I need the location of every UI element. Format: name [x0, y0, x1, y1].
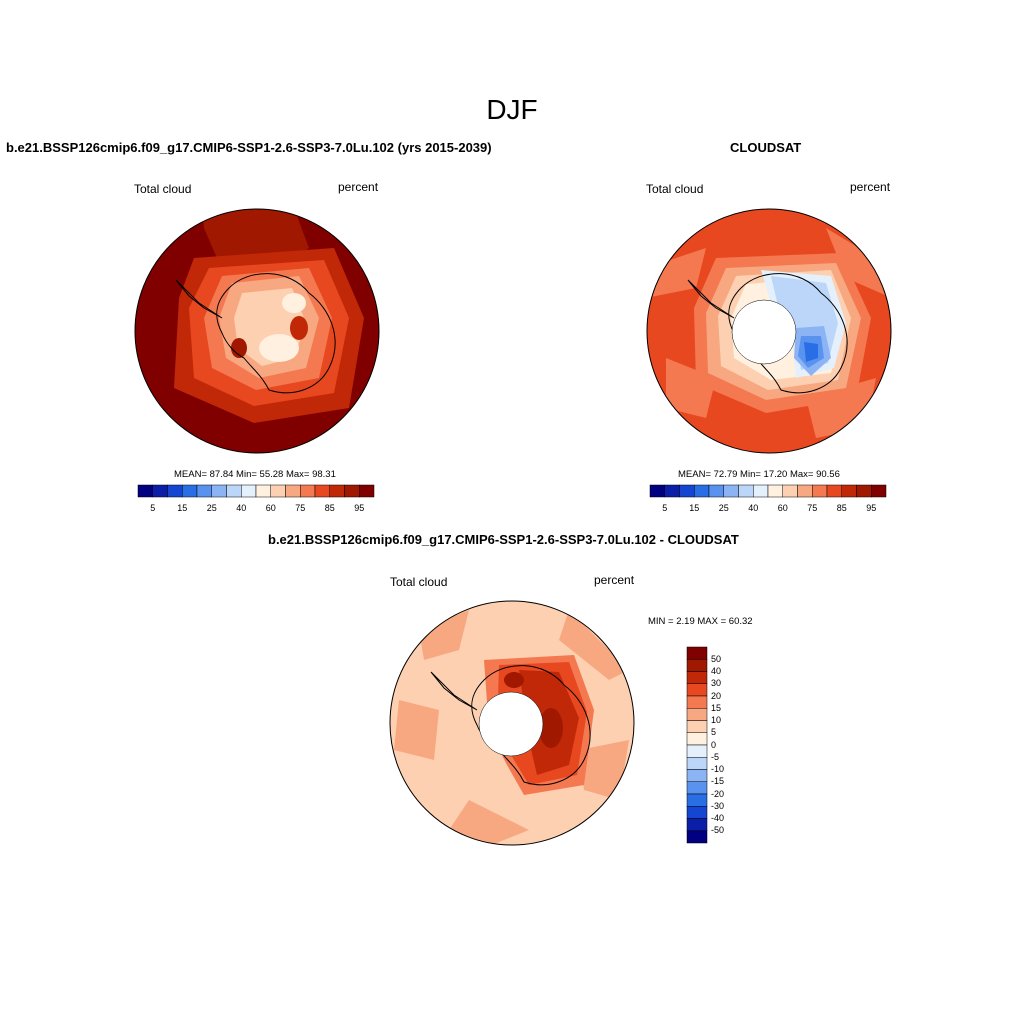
- panel2-tick: 15: [689, 503, 700, 513]
- panel3-units-label: percent: [594, 573, 635, 587]
- panel2-tick: 95: [866, 503, 877, 513]
- colorbar-swatch: [152, 484, 168, 498]
- colorbar-swatch: [686, 708, 708, 721]
- panel3-variable-label: Total cloud: [390, 575, 448, 589]
- panel1-tick: 40: [236, 503, 247, 513]
- panel1-stats: MEAN= 87.84 Min= 55.28 Max= 98.31: [174, 469, 336, 480]
- panel1-variable-label: Total cloud: [134, 182, 192, 196]
- panel1-tick: 5: [150, 503, 156, 513]
- colorbar-swatch: [871, 484, 887, 498]
- colorbar-swatch: [708, 484, 724, 498]
- panel2-tick: 60: [777, 503, 788, 513]
- panel3-colorbar-labels: 50 40 30 20 15 10 5 0 -5 -10 -15 -20 -30…: [711, 647, 751, 843]
- panel3-tick: 20: [711, 690, 722, 701]
- colorbar-swatch: [856, 484, 872, 498]
- colorbar-swatch: [686, 646, 708, 660]
- colorbar-swatch: [686, 695, 708, 709]
- panel1-tick: 95: [354, 503, 365, 513]
- panel1-title: b.e21.BSSP126cmip6.f09_g17.CMIP6-SSP1-2.…: [6, 140, 492, 155]
- colorbar-swatch: [255, 484, 271, 498]
- colorbar-swatch: [686, 781, 708, 795]
- panel2-tick: 85: [836, 503, 847, 513]
- panel1-tick: 15: [177, 503, 188, 513]
- colorbar-swatch: [812, 484, 828, 498]
- panel1-units-label: percent: [338, 180, 379, 194]
- colorbar-swatch: [686, 830, 708, 844]
- colorbar-swatch: [686, 769, 708, 782]
- colorbar-swatch: [694, 484, 710, 498]
- season-title: DJF: [486, 94, 538, 125]
- panel3-tick: -20: [711, 788, 725, 799]
- colorbar-swatch: [314, 484, 330, 498]
- colorbar-swatch: [686, 757, 708, 770]
- colorbar-swatch: [686, 806, 708, 819]
- panel3-tick: -5: [711, 751, 720, 762]
- panel3-tick: -40: [711, 813, 725, 823]
- panel2-tick: 75: [807, 503, 818, 513]
- colorbar-swatch: [664, 484, 680, 498]
- panel2-variable-label: Total cloud: [646, 182, 704, 196]
- panel3-tick: -50: [711, 825, 725, 836]
- panel2-colorbar: [649, 484, 887, 498]
- panel3-title: b.e21.BSSP126cmip6.f09_g17.CMIP6-SSP1-2.…: [268, 532, 739, 547]
- panel2-tick: 25: [718, 503, 729, 513]
- panel1-tick: 25: [206, 503, 217, 513]
- colorbar-swatch: [738, 484, 754, 498]
- panel3-tick: 15: [711, 702, 722, 713]
- panel2-tick: 40: [748, 503, 759, 513]
- panel3-tick: 30: [711, 678, 722, 689]
- colorbar-swatch: [359, 484, 375, 498]
- panel3-tick: 50: [711, 653, 722, 664]
- colorbar-swatch: [686, 683, 708, 697]
- colorbar-swatch: [211, 484, 227, 498]
- panel2-title: CLOUDSAT: [730, 140, 802, 155]
- colorbar-swatch: [686, 818, 708, 831]
- panel1-colorbar: [137, 484, 375, 498]
- colorbar-swatch: [241, 484, 257, 498]
- panel2-units-label: percent: [850, 180, 891, 194]
- colorbar-swatch: [686, 720, 708, 733]
- panel2-polar-map: [646, 208, 892, 454]
- colorbar-swatch: [649, 484, 665, 498]
- panel1-tick: 60: [265, 503, 276, 513]
- panel3-stats: MIN = 2.19 MAX = 60.32: [648, 616, 753, 627]
- colorbar-swatch: [723, 484, 739, 498]
- colorbar-swatch: [344, 484, 360, 498]
- panel3-tick: 10: [711, 715, 722, 725]
- colorbar-swatch: [137, 484, 153, 498]
- panel3-tick: 40: [711, 666, 722, 676]
- panel3-tick: 5: [711, 727, 717, 738]
- colorbar-swatch: [300, 484, 316, 498]
- colorbar-swatch: [686, 659, 708, 672]
- colorbar-swatch: [196, 484, 212, 498]
- colorbar-swatch: [270, 484, 286, 498]
- colorbar-swatch: [782, 484, 798, 498]
- colorbar-swatch: [686, 671, 708, 684]
- colorbar-swatch: [841, 484, 857, 498]
- panel1-tick: 75: [295, 503, 306, 513]
- panel3-tick: 0: [711, 739, 717, 750]
- colorbar-swatch: [686, 732, 708, 746]
- panel2-stats: MEAN= 72.79 Min= 17.20 Max= 90.56: [678, 469, 840, 480]
- colorbar-swatch: [826, 484, 842, 498]
- colorbar-swatch: [329, 484, 345, 498]
- colorbar-swatch: [767, 484, 783, 498]
- panel3-tick: -30: [711, 800, 725, 811]
- colorbar-swatch: [686, 793, 708, 807]
- colorbar-swatch: [226, 484, 242, 498]
- panel3-polar-map: [389, 600, 635, 846]
- colorbar-swatch: [686, 744, 708, 758]
- colorbar-swatch: [679, 484, 695, 498]
- panel3-tick: -15: [711, 776, 725, 787]
- colorbar-swatch: [285, 484, 301, 498]
- panel1-polar-map: [134, 208, 380, 454]
- colorbar-swatch: [167, 484, 183, 498]
- panel2-tick: 5: [662, 503, 668, 513]
- panel1-tick: 85: [324, 503, 335, 513]
- colorbar-swatch: [182, 484, 198, 498]
- colorbar-swatch: [753, 484, 769, 498]
- panel3-colorbar: [686, 646, 708, 844]
- colorbar-swatch: [797, 484, 813, 498]
- panel3-tick: -10: [711, 764, 725, 774]
